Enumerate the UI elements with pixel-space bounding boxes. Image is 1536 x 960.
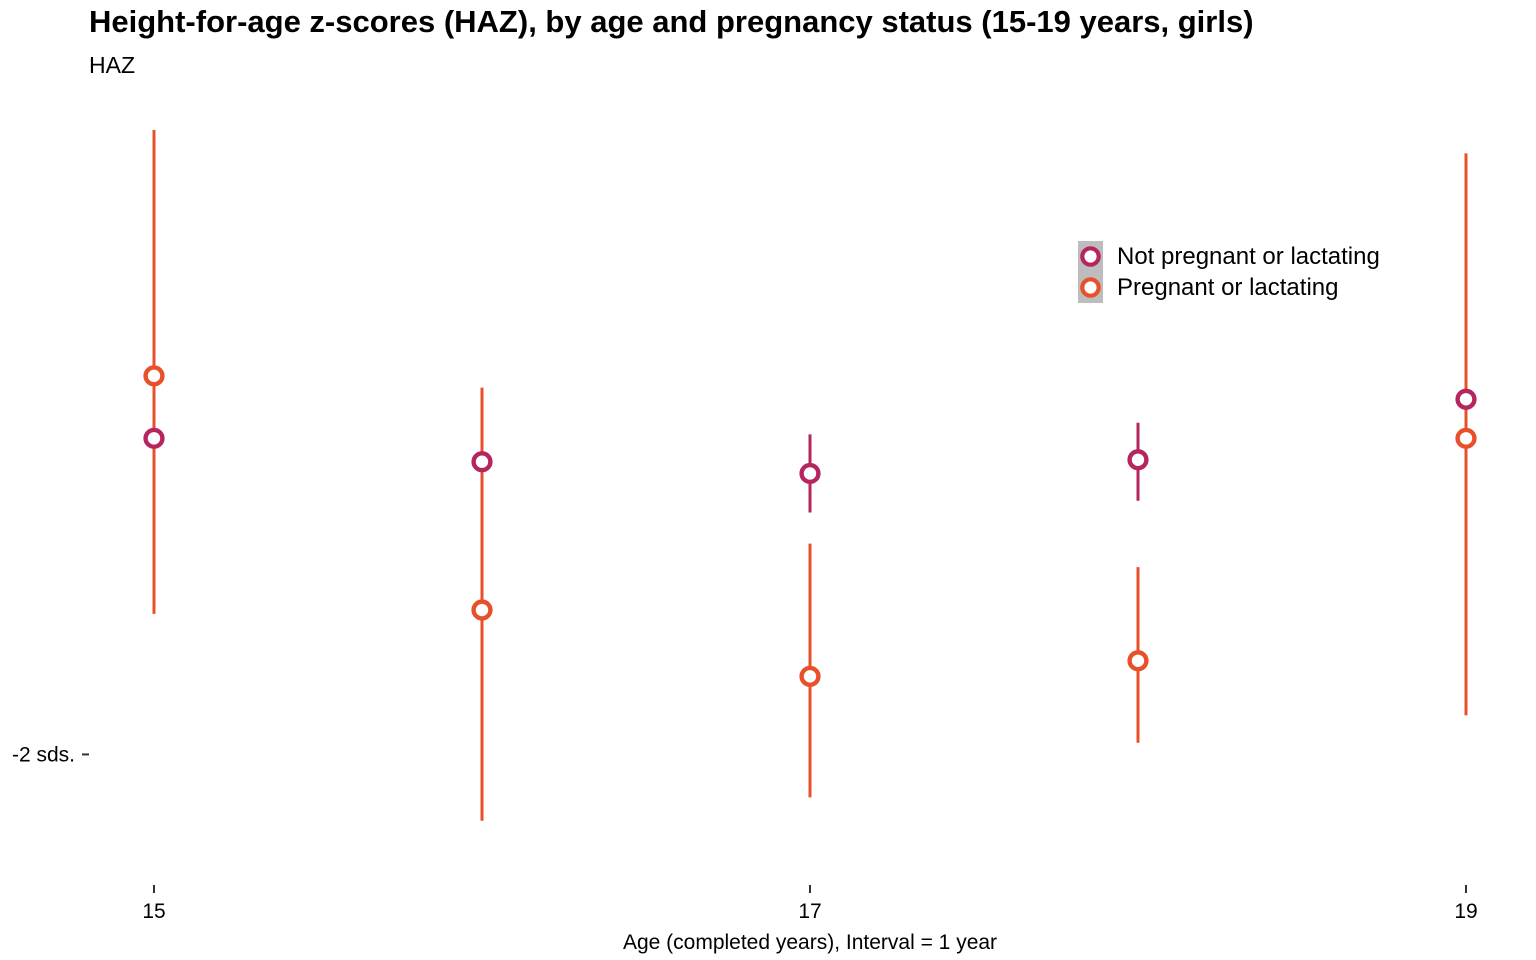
data-point (1455, 388, 1477, 410)
series-layer (143, 130, 1477, 821)
data-point (1127, 650, 1149, 672)
legend-marker-not-pregnant (1078, 241, 1103, 272)
data-point (471, 451, 493, 473)
data-point (143, 427, 165, 449)
legend-label-not-pregnant: Not pregnant or lactating (1117, 242, 1380, 270)
data-point (1455, 427, 1477, 449)
x-tick-label: 19 (1454, 900, 1477, 923)
legend-item-pregnant: Pregnant or lactating (1078, 272, 1380, 303)
x-tick-label: 15 (142, 900, 165, 923)
data-point (471, 599, 493, 621)
y-tick-label: -2 sds. (12, 743, 75, 766)
legend-item-not-pregnant: Not pregnant or lactating (1078, 241, 1380, 272)
chart-title: Height-for-age z-scores (HAZ), by age an… (89, 4, 1254, 39)
chart-subtitle: HAZ (89, 52, 135, 78)
x-axis-title: Age (completed years), Interval = 1 year (623, 931, 997, 954)
data-point (1127, 449, 1149, 471)
axis-layer: 15 17 19 -2 sds. (12, 743, 1478, 923)
data-point (799, 462, 821, 485)
data-point (799, 665, 821, 687)
legend-label-pregnant: Pregnant or lactating (1117, 273, 1339, 301)
legend: Not pregnant or lactating Pregnant or la… (1078, 241, 1380, 303)
data-point (143, 365, 165, 387)
x-tick-label: 17 (798, 900, 821, 923)
legend-marker-pregnant (1078, 272, 1103, 303)
